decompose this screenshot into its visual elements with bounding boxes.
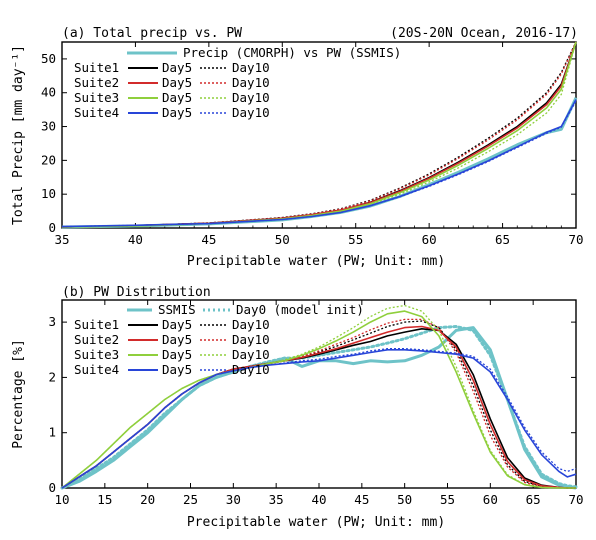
- panel-b-suite4-day5-line: [61, 349, 577, 489]
- panel-a-legend-suite4-day10-label: Day10: [232, 105, 270, 120]
- panel-a-suite4-day10-line: [61, 100, 577, 228]
- panel-b-x-tick-label: 45: [354, 492, 369, 507]
- panel-a-suite2-day5-line: [61, 41, 577, 228]
- panel-b-pw-distribution: (b) PW Distribution 10 15 20 25 30 35 40 45 50 55…: [11, 285, 584, 530]
- panel-a-legend-suite2-day5-label: Day5: [162, 75, 192, 90]
- panel-a-legend-suite2-label: Suite2: [74, 75, 119, 90]
- panel-b-x-tick-label: 30: [226, 492, 241, 507]
- panel-a-legend: Precip (CMORPH) vs PW (SSMIS)Suite1 Day5 D…: [74, 45, 401, 120]
- panel-a-legend-suite4-day5-label: Day5: [162, 105, 192, 120]
- panel-b-legend-suite2-day10-label: Day10: [232, 332, 270, 347]
- panel-b-y-tick-label: 2: [48, 369, 56, 384]
- panel-b-ticks: 10 15 20 25 30 35 40 45 50 55 60 65 70 0 1 2 3: [48, 300, 584, 507]
- panel-b-legend-reference-label: SSMIS: [158, 302, 196, 317]
- panel-a-x-tick-label: 60: [422, 232, 437, 247]
- panel-a-y-tick-label: 30: [41, 119, 56, 134]
- panel-b-x-tick-label: 60: [483, 492, 498, 507]
- panel-a-legend-suite3-day10-label: Day10: [232, 90, 270, 105]
- panel-a-y-tick-label: 0: [48, 220, 56, 235]
- panel-b-suite4-day10-line: [61, 348, 577, 489]
- panel-a-reference-line: [61, 97, 578, 229]
- panel-b-series-lines: [60, 304, 578, 490]
- panel-b-x-tick-label: 10: [54, 492, 69, 507]
- panel-a-y-tick-label: 10: [41, 186, 56, 201]
- panel-a-x-tick-label: 40: [128, 232, 143, 247]
- panel-a-legend-suite2-day10-label: Day10: [232, 75, 270, 90]
- panel-a-legend-suite4-label: Suite4: [74, 105, 119, 120]
- panel-a-suite2-day10-line: [61, 41, 577, 228]
- panel-b-x-tick-label: 70: [568, 492, 583, 507]
- panel-a-suite1-day5-line: [61, 41, 577, 228]
- panel-b-legend-suite3-day5-label: Day5: [162, 347, 192, 362]
- panel-a-ticks: 35 40 45 50 55 60 65 70 0 10 20 30 40 50: [41, 42, 584, 247]
- panel-b-x-tick-label: 15: [97, 492, 112, 507]
- panel-b-legend-suite4-day5-label: Day5: [162, 362, 192, 377]
- panel-a-x-tick-label: 65: [495, 232, 510, 247]
- panel-b-x-tick-label: 35: [269, 492, 284, 507]
- panel-a-legend-suite3-label: Suite3: [74, 90, 119, 105]
- panel-a-y-axis-title: Total Precip [mm day⁻¹]: [11, 45, 26, 225]
- panel-b-reference-line: [61, 326, 577, 490]
- panel-b-x-tick-label: 20: [140, 492, 155, 507]
- panel-b-legend-suite3-day10-label: Day10: [232, 347, 270, 362]
- panel-b-legend-suite1-day10-label: Day10: [232, 317, 270, 332]
- panel-a-legend-suite1-day5-label: Day5: [162, 60, 192, 75]
- panel-b-legend-suite3-label: Suite3: [74, 347, 119, 362]
- panel-a-suite3-day5-line: [61, 41, 577, 228]
- panel-a-legend-suite1-day10-label: Day10: [232, 60, 270, 75]
- panel-a-y-tick-label: 20: [41, 152, 56, 167]
- panel-a-x-tick-label: 70: [568, 232, 583, 247]
- panel-b-legend-suite1-day5-label: Day5: [162, 317, 192, 332]
- panel-a-plot-frame: [61, 41, 577, 229]
- panel-a-total-precip-vs-pw: (a) Total precip vs. PW (20S-20N Ocean, …: [11, 26, 584, 269]
- panel-b-legend-day0-label: Day0 (model init): [236, 302, 364, 317]
- panel-b-y-axis-title: Percentage [%]: [11, 339, 26, 449]
- panel-a-legend-suite1-label: Suite1: [74, 60, 119, 75]
- panel-b-suite3-day10-line: [61, 304, 576, 489]
- panel-b-x-axis-title: Precipitable water (PW; Unit: mm): [187, 515, 445, 530]
- panel-a-region-label: (20S-20N Ocean, 2016-17): [390, 26, 578, 41]
- panel-b-legend-suite1-label: Suite1: [74, 317, 119, 332]
- panel-b-legend-suite2-label: Suite2: [74, 332, 119, 347]
- panel-a-suite3-day10-line: [61, 41, 577, 228]
- panel-a-x-tick-label: 45: [201, 232, 216, 247]
- panel-b-x-tick-label: 40: [311, 492, 326, 507]
- panel-b-plot-frame: [61, 299, 577, 489]
- panel-a-x-tick-label: 55: [348, 232, 363, 247]
- panel-b-title: (b) PW Distribution: [62, 285, 211, 300]
- panel-b-legend-suite4-label: Suite4: [74, 362, 119, 377]
- panel-b-legend-suite4-day10-label: Day10: [232, 362, 270, 377]
- panel-b-y-tick-label: 0: [48, 480, 56, 495]
- panel-a-x-tick-label: 35: [54, 232, 69, 247]
- panel-b-legend-suite2-day5-label: Day5: [162, 332, 192, 347]
- panel-b-legend: SSMIS Day0 (model init) Suite1 Day5 Day10 Sui…: [74, 302, 364, 377]
- panel-a-y-tick-label: 40: [41, 85, 56, 100]
- panel-b-y-tick-label: 1: [48, 425, 56, 440]
- panel-a-legend-suite3-day5-label: Day5: [162, 90, 192, 105]
- panel-a-legend-reference-label: Precip (CMORPH) vs PW (SSMIS): [183, 45, 401, 60]
- panel-a-series-lines: [61, 41, 578, 229]
- panel-b-x-tick-label: 25: [183, 492, 198, 507]
- panel-a-x-tick-label: 50: [275, 232, 290, 247]
- panel-a-suite4-day5-line: [61, 99, 577, 228]
- panel-b-x-tick-label: 65: [526, 492, 541, 507]
- panel-a-suite1-day10-line: [61, 41, 577, 228]
- panel-b-y-tick-label: 3: [48, 314, 56, 329]
- panel-b-x-tick-label: 50: [397, 492, 412, 507]
- panel-a-y-tick-label: 50: [41, 51, 56, 66]
- panel-a-title: (a) Total precip vs. PW: [62, 26, 242, 41]
- panel-a-x-axis-title: Precipitable water (PW; Unit: mm): [187, 254, 445, 269]
- panel-b-x-tick-label: 55: [440, 492, 455, 507]
